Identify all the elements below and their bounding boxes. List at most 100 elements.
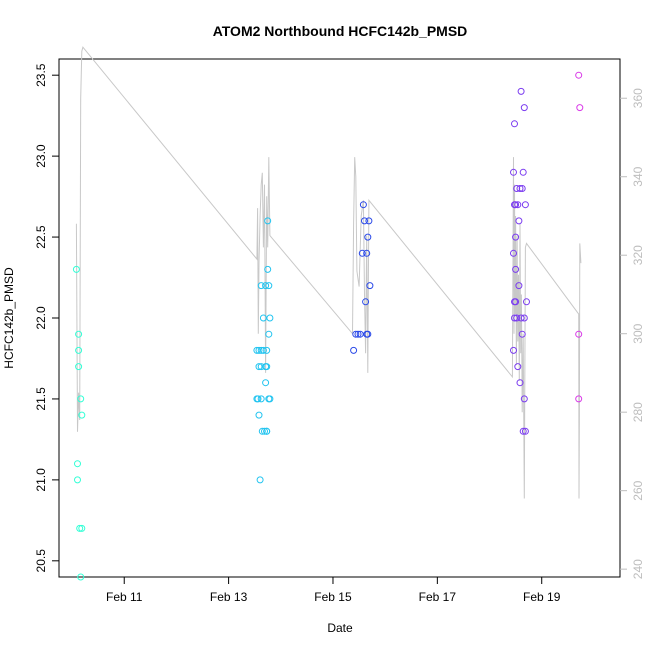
data-point (266, 314, 274, 322)
data-point (512, 265, 520, 273)
data-point (364, 233, 372, 241)
x-tick-label: Feb 11 (106, 590, 143, 604)
data-point (261, 427, 268, 435)
data-point (575, 330, 583, 338)
data-point (520, 395, 528, 403)
data-point (74, 476, 81, 484)
x-tick-label: Feb 19 (523, 590, 561, 604)
data-point (365, 217, 373, 225)
data-point (264, 265, 272, 273)
y-tick-label: 23.0 (34, 144, 48, 168)
data-point (512, 298, 520, 306)
data-point (263, 363, 271, 371)
data-point (576, 104, 584, 112)
y2-tick-label: 280 (631, 402, 645, 422)
data-point (362, 298, 370, 306)
data-point (266, 395, 274, 403)
data-point (78, 524, 86, 532)
data-point (257, 395, 265, 403)
data-point (265, 282, 273, 290)
data-point (510, 346, 517, 354)
data-point (520, 314, 528, 322)
data-point (511, 120, 518, 128)
data-point (352, 330, 360, 338)
data-point (513, 314, 521, 322)
data-point (263, 346, 271, 354)
data-point (364, 330, 372, 338)
x-tick-label: Feb 17 (419, 590, 457, 604)
data-point (77, 395, 85, 403)
data-point (354, 330, 362, 338)
x-tick-label: Feb 13 (210, 590, 248, 604)
data-point (510, 249, 517, 257)
y-tick-label: 21.5 (34, 387, 48, 411)
data-point (515, 282, 523, 290)
data-point (363, 249, 371, 257)
data-point (75, 346, 83, 354)
x-tick-label: Feb 15 (314, 590, 352, 604)
chart-title: ATOM2 Northbound HCFC142b_PMSD (213, 23, 468, 39)
data-point (258, 427, 266, 435)
data-point (511, 314, 518, 322)
x-axis: Feb 11 Feb 13 Feb 15 Feb 17 Feb 19 (106, 577, 561, 604)
data-point (358, 249, 366, 257)
x-axis-label: Date (327, 621, 353, 635)
data-point (254, 395, 262, 403)
data-point (517, 314, 525, 322)
data-point (75, 363, 83, 371)
data-point (516, 379, 524, 387)
data-point (262, 379, 270, 387)
data-point (74, 460, 81, 468)
data-point (255, 411, 263, 419)
data-point (521, 201, 529, 209)
data-point (575, 395, 583, 403)
y2-tick-label: 320 (631, 245, 645, 265)
data-point (76, 524, 84, 532)
y2-axis: 240 260 280 300 320 340 360 (620, 88, 645, 579)
data-point (77, 573, 85, 581)
data-point (361, 217, 368, 225)
data-point (516, 185, 524, 192)
points-layer (72, 71, 584, 581)
data-point (518, 330, 526, 338)
secondary-line-layer (75, 46, 582, 499)
data-point (519, 168, 527, 176)
data-point (517, 87, 525, 95)
data-point (263, 427, 271, 435)
data-point (575, 71, 583, 79)
data-point (262, 282, 270, 290)
y-tick-label: 20.5 (34, 549, 48, 573)
y2-tick-label: 260 (631, 480, 645, 500)
y-tick-label: 23.5 (34, 63, 48, 87)
data-point (265, 330, 273, 338)
data-point (264, 217, 272, 225)
y2-tick-label: 360 (631, 88, 645, 108)
data-point (72, 265, 80, 273)
y-tick-label: 21.0 (34, 468, 48, 492)
data-point (78, 411, 86, 419)
data-point (521, 427, 529, 435)
data-point (256, 476, 264, 484)
data-point (512, 233, 520, 241)
data-point (257, 282, 265, 290)
data-point (255, 363, 263, 371)
data-point (510, 168, 517, 176)
y-axis: 20.5 21.0 21.5 22.0 22.5 23.0 23.5 (34, 63, 59, 572)
y-axis-label: HCFC142b_PMSD (2, 267, 16, 369)
y-tick-label: 22.5 (34, 225, 48, 249)
data-point (350, 346, 358, 354)
data-point (518, 185, 526, 192)
y2-tick-label: 340 (631, 166, 645, 186)
data-point (523, 298, 530, 306)
data-point (359, 201, 367, 209)
data-point (75, 330, 83, 338)
data-point (255, 346, 263, 354)
data-point (519, 427, 527, 435)
y-tick-label: 22.0 (34, 306, 48, 330)
data-point (514, 201, 522, 209)
data-point (514, 363, 522, 371)
y2-tick-label: 240 (631, 559, 645, 579)
data-point (515, 217, 523, 225)
secondary-series-line (75, 46, 582, 499)
